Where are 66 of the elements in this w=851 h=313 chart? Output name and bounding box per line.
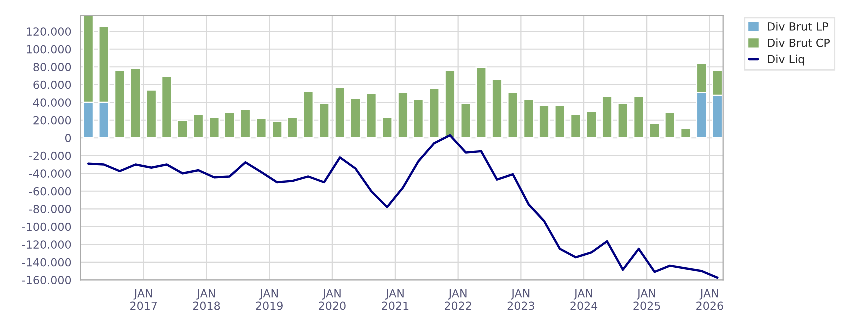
y-tick-label: -40.000 <box>29 170 72 178</box>
bar <box>192 114 204 139</box>
x-tick-label: JAN 2023 <box>508 290 534 310</box>
bar <box>161 76 173 139</box>
bar <box>208 117 220 139</box>
x-tick-label: JAN 2025 <box>634 290 660 310</box>
bar <box>586 110 598 139</box>
y-tick-label: -20.000 <box>29 152 72 160</box>
bar <box>114 70 126 139</box>
x-tick-label: JAN 2020 <box>319 290 346 310</box>
bar <box>538 104 550 139</box>
bar <box>177 120 188 139</box>
bar <box>664 112 676 139</box>
bar <box>302 90 314 139</box>
bar <box>523 98 535 139</box>
x-tick-label: JAN 2026 <box>696 290 724 310</box>
y-tick-label: -60.000 <box>29 187 72 196</box>
bar <box>146 90 158 139</box>
x-tick-label: JAN 2022 <box>445 290 472 310</box>
bar <box>617 102 629 139</box>
bar <box>444 70 456 139</box>
legend-label: Div Brut LP <box>768 22 828 31</box>
bar <box>412 98 424 139</box>
bar <box>428 88 440 139</box>
bar <box>130 68 142 139</box>
bar <box>224 112 236 139</box>
x-tick-label: JAN 2017 <box>130 290 158 310</box>
y-tick-label: -100.000 <box>22 222 72 232</box>
y-tick-label: 120.000 <box>27 28 72 36</box>
bar <box>286 117 298 139</box>
bar <box>240 109 252 139</box>
bar <box>398 92 409 139</box>
bar <box>554 104 566 139</box>
y-tick-label: 0 <box>65 134 72 143</box>
bar <box>507 92 519 139</box>
bar <box>334 86 346 139</box>
y-tick-label: -160.000 <box>22 276 72 285</box>
x-tick-label: JAN 2019 <box>256 290 283 310</box>
bar <box>492 78 503 139</box>
y-tick-label: 80.000 <box>34 63 72 72</box>
bar <box>256 118 268 139</box>
bar <box>366 92 378 139</box>
y-tick-label: 20.000 <box>34 116 72 125</box>
bar <box>633 96 645 139</box>
bar <box>318 102 330 139</box>
x-tick-label: JAN 2018 <box>193 290 220 310</box>
bar <box>570 114 582 139</box>
y-tick-label: 60.000 <box>34 80 72 90</box>
bar <box>382 117 394 139</box>
legend-label: Div Brut CP <box>768 38 830 48</box>
bar <box>602 96 613 139</box>
bar <box>460 102 472 139</box>
y-tick-label: 100.000 <box>27 45 72 54</box>
y-tick-label: 40.000 <box>33 98 72 108</box>
bar <box>680 128 692 139</box>
y-tick-label: -120.000 <box>22 240 72 250</box>
bar <box>350 98 362 139</box>
y-tick-label: -140.000 <box>22 258 72 267</box>
x-tick-label: JAN 2021 <box>382 290 409 310</box>
line-series <box>87 134 719 280</box>
bar <box>476 66 488 139</box>
bar <box>272 121 284 139</box>
bar <box>649 123 660 139</box>
legend-label: Div Liq <box>768 54 804 66</box>
x-tick-label: JAN 2024 <box>570 290 598 310</box>
y-tick-label: -80.000 <box>29 205 72 214</box>
